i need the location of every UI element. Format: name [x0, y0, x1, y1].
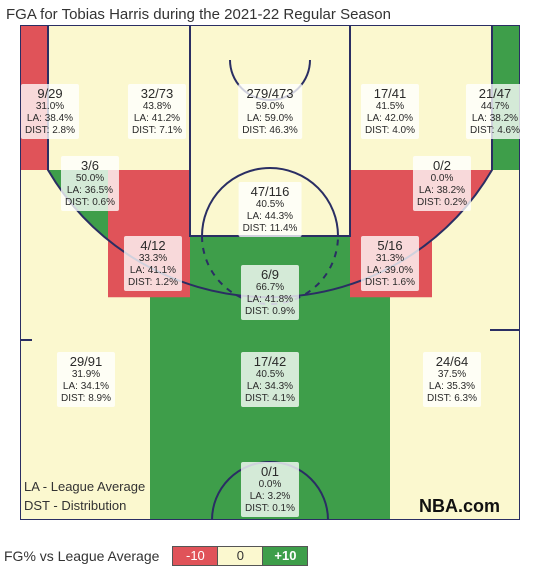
zone-distribution: DIST: 0.1% [244, 503, 296, 514]
zone-fg-pct: 44.7% [480, 101, 510, 112]
zone-distribution: DIST: 0.6% [64, 197, 116, 208]
zone-fga: 29/91 [69, 354, 103, 369]
legend-note-la: LA - League Average [24, 479, 146, 494]
zone-fg-pct: 31.9% [71, 369, 101, 380]
zone-distribution: DIST: 0.2% [416, 197, 468, 208]
zone-fg-pct: 40.5% [255, 199, 285, 210]
zone-distribution: DIST: 6.3% [426, 393, 478, 404]
scale-swatch-below: -10 [172, 546, 219, 566]
zone-label: 0/1 0.0% LA: 3.2% DIST: 0.1% [240, 462, 300, 517]
zone-fga: 5/16 [377, 238, 403, 253]
zone-distribution: DIST: 2.8% [24, 125, 76, 136]
zone-distribution: DIST: 46.3% [242, 125, 298, 136]
zone-label: 17/41 41.5% LA: 42.0% DIST: 4.0% [360, 84, 420, 139]
zone-distribution: DIST: 11.4% [242, 223, 298, 234]
scale-swatch-neutral: 0 [217, 546, 264, 566]
zone-label: 24/64 37.5% LA: 35.3% DIST: 6.3% [422, 352, 482, 407]
zone-league-average: LA: 41.1% [129, 265, 177, 276]
zone-label: 279/473 59.0% LA: 59.0% DIST: 46.3% [238, 84, 302, 139]
zone-fg-pct: 33.3% [138, 253, 168, 264]
zone-fga: 47/116 [250, 184, 290, 199]
legend-note-dst: DST - Distribution [24, 498, 127, 513]
zone-label: 4/12 33.3% LA: 41.1% DIST: 1.2% [123, 236, 183, 291]
color-scale-title: FG% vs League Average [4, 548, 160, 564]
zone-distribution: DIST: 0.9% [244, 306, 296, 317]
zone-fga: 279/473 [246, 86, 294, 101]
zone-league-average: LA: 41.2% [133, 113, 181, 124]
zone-label: 21/47 44.7% LA: 38.2% DIST: 4.6% [465, 84, 525, 139]
zone-league-average: LA: 38.4% [26, 113, 74, 124]
nba-logo-text: NBA.com [419, 496, 501, 516]
zone-label: 5/16 31.3% LA: 39.0% DIST: 1.6% [360, 236, 420, 291]
zone-league-average: LA: 34.3% [246, 381, 294, 392]
zone-league-average: LA: 38.2% [418, 185, 466, 196]
free-throw-arc-dashed [201, 235, 339, 305]
zone-fga: 4/12 [140, 238, 166, 253]
zone-label: 9/29 31.0% LA: 38.4% DIST: 2.8% [20, 84, 80, 139]
zone-league-average: LA: 42.0% [366, 113, 414, 124]
zone-fga: 3/6 [80, 158, 100, 173]
zone-fga: 0/1 [260, 464, 280, 479]
zone-fg-pct: 37.5% [437, 369, 467, 380]
zone-distribution: DIST: 4.0% [364, 125, 416, 136]
free-throw-arc-solid [201, 167, 339, 237]
scale-swatch-above: +10 [262, 546, 309, 566]
zone-distribution: DIST: 1.6% [364, 277, 416, 288]
hash-marks [20, 329, 520, 341]
zone-fga: 32/73 [140, 86, 174, 101]
zone-league-average: LA: 3.2% [249, 491, 291, 502]
zone-league-average: LA: 35.3% [428, 381, 476, 392]
chart-title: FGA for Tobias Harris during the 2021-22… [6, 6, 391, 23]
zone-league-average: LA: 39.0% [366, 265, 414, 276]
zone-league-average: LA: 44.3% [246, 211, 294, 222]
zone-league-average: LA: 36.5% [66, 185, 114, 196]
zone-fg-pct: 41.5% [375, 101, 405, 112]
zone-fga: 24/64 [435, 354, 469, 369]
zone-fga: 17/42 [253, 354, 287, 369]
zone-distribution: DIST: 4.6% [469, 125, 521, 136]
zone-distribution: DIST: 7.1% [131, 125, 183, 136]
zone-fga: 6/9 [260, 267, 280, 282]
zone-label: 47/116 40.5% LA: 44.3% DIST: 11.4% [238, 182, 302, 237]
zone-label: 32/73 43.8% LA: 41.2% DIST: 7.1% [127, 84, 187, 139]
zone-fg-pct: 31.0% [35, 101, 65, 112]
zone-fga: 21/47 [478, 86, 512, 101]
zone-distribution: DIST: 4.1% [244, 393, 296, 404]
zone-fga: 0/2 [432, 158, 452, 173]
zone-fga: 9/29 [37, 86, 63, 101]
zone-restricted-area [190, 25, 350, 140]
legend-notes: LA - League Average DST - Distribution [24, 477, 145, 515]
zone-fga: 17/41 [373, 86, 407, 101]
zone-league-average: LA: 38.2% [471, 113, 519, 124]
zone-distribution: DIST: 1.2% [127, 277, 179, 288]
zone-fg-pct: 31.3% [375, 253, 405, 264]
zone-label: 17/42 40.5% LA: 34.3% DIST: 4.1% [240, 352, 300, 407]
zone-fg-pct: 40.5% [255, 369, 285, 380]
zone-fg-pct: 66.7% [255, 282, 285, 293]
zone-label: 0/2 0.0% LA: 38.2% DIST: 0.2% [412, 156, 472, 211]
zone-label: 29/91 31.9% LA: 34.1% DIST: 8.9% [56, 352, 116, 407]
zone-fg-pct: 59.0% [255, 101, 285, 112]
zone-fg-pct: 50.0% [75, 173, 105, 184]
zone-league-average: LA: 41.8% [246, 294, 294, 305]
color-scale: FG% vs League Average -10 0 +10 [4, 544, 309, 568]
zone-fg-pct: 0.0% [430, 173, 454, 184]
zone-fg-pct: 43.8% [142, 101, 172, 112]
zone-distribution: DIST: 8.9% [60, 393, 112, 404]
zone-league-average: LA: 59.0% [246, 113, 294, 124]
zone-fg-pct: 0.0% [258, 479, 282, 490]
zone-league-average: LA: 34.1% [62, 381, 110, 392]
zone-label: 3/6 50.0% LA: 36.5% DIST: 0.6% [60, 156, 120, 211]
zone-label: 6/9 66.7% LA: 41.8% DIST: 0.9% [240, 265, 300, 320]
